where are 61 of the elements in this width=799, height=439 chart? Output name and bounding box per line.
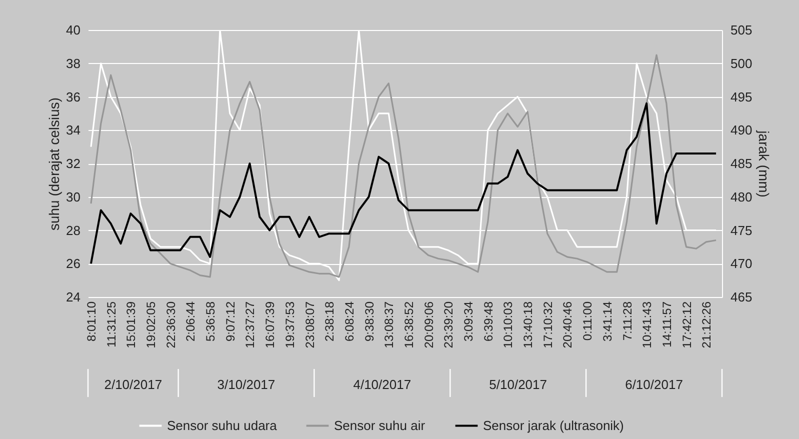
y-tick-label: 30 — [66, 189, 80, 204]
x-tick-label: 23:39:20 — [442, 301, 456, 348]
text: 5/10/2017 — [489, 377, 548, 392]
x-tick-label: 14:11:57 — [660, 301, 674, 348]
x-tick-label: 19:02:05 — [144, 301, 158, 348]
y2-tick-label: 500 — [730, 56, 752, 71]
x-tick-label: 9:38:30 — [362, 301, 376, 342]
y2-axis-title: jarak (mm) — [756, 130, 772, 198]
legend-label: Sensor jarak (ultrasonik) — [483, 418, 624, 433]
legend-label: Sensor suhu air — [334, 418, 426, 433]
x-tick-label: 23:08:07 — [302, 301, 317, 348]
x-tick-label: 20:09:06 — [422, 301, 436, 348]
y-tick-label: 32 — [66, 156, 80, 171]
y2-tick-label: 485 — [730, 156, 752, 171]
y-tick-label: 34 — [66, 122, 80, 138]
y-axis-title: suhu (derajat celsius) — [46, 97, 62, 231]
x-tick-label: 0:11:00 — [580, 301, 595, 341]
y2-tick-label: 480 — [730, 189, 752, 204]
x-tick-label: 3:09:34 — [462, 301, 476, 342]
text: 3/10/2017 — [217, 377, 276, 392]
x-tick-label: 8:01:10 — [84, 301, 98, 342]
y-tick-label: 38 — [66, 56, 80, 71]
y-tick-label: 28 — [66, 222, 80, 238]
y-tick-label: 26 — [66, 256, 80, 272]
x-tick-label: 16:38:52 — [402, 301, 416, 348]
x-tick-label: 17:42:12 — [680, 301, 694, 348]
x-tick-label: 11:31:25 — [104, 301, 118, 348]
x-tick-label: 3:41:14 — [600, 301, 614, 342]
y2-tick-label: 505 — [730, 22, 752, 38]
x-tick-label: 15:01:39 — [124, 301, 138, 348]
text: 6/10/2017 — [625, 377, 683, 392]
legend-label: Sensor suhu udara — [167, 418, 278, 433]
x-tick-label: 6:08:24 — [342, 301, 356, 342]
y2-tick-label: 470 — [730, 256, 752, 272]
y2-tick-label: 490 — [730, 122, 752, 138]
x-tick-label: 22:36:30 — [164, 301, 178, 348]
x-tick-label: 10:10:03 — [501, 301, 516, 348]
y2-tick-label: 475 — [730, 222, 752, 238]
x-tick-label: 13:08:37 — [382, 301, 396, 348]
x-tick-label: 12:37:27 — [243, 301, 258, 348]
x-tick-label: 6:39:48 — [481, 301, 496, 342]
y2-tick-label: 465 — [730, 290, 752, 304]
x-tick-label: 13:40:18 — [521, 301, 536, 348]
x-tick-label: 20:40:46 — [560, 301, 575, 348]
x-tick-label: 7:11:28 — [620, 301, 634, 341]
y-tick-label: 40 — [66, 22, 80, 38]
x-tick-label: 10:41:43 — [640, 301, 654, 348]
x-tick-label: 5:36:58 — [204, 301, 218, 342]
y2-tick-label: 495 — [730, 89, 752, 104]
text: 2/10/2017 — [104, 377, 162, 392]
text: 4/10/2017 — [353, 377, 412, 392]
x-tick-label: 2:06:44 — [184, 301, 198, 342]
x-tick-label: 16:07:39 — [263, 301, 278, 348]
y-tick-label: 36 — [66, 89, 80, 104]
y-tick-label: 24 — [66, 290, 80, 304]
x-tick-label: 19:37:53 — [282, 301, 297, 348]
x-tick-label: 21:12:26 — [700, 301, 714, 348]
x-tick-label: 2:38:18 — [322, 301, 337, 342]
x-tick-label: 9:07:12 — [223, 301, 238, 342]
x-tick-label: 17:10:32 — [540, 301, 555, 348]
line-series — [90, 102, 718, 265]
